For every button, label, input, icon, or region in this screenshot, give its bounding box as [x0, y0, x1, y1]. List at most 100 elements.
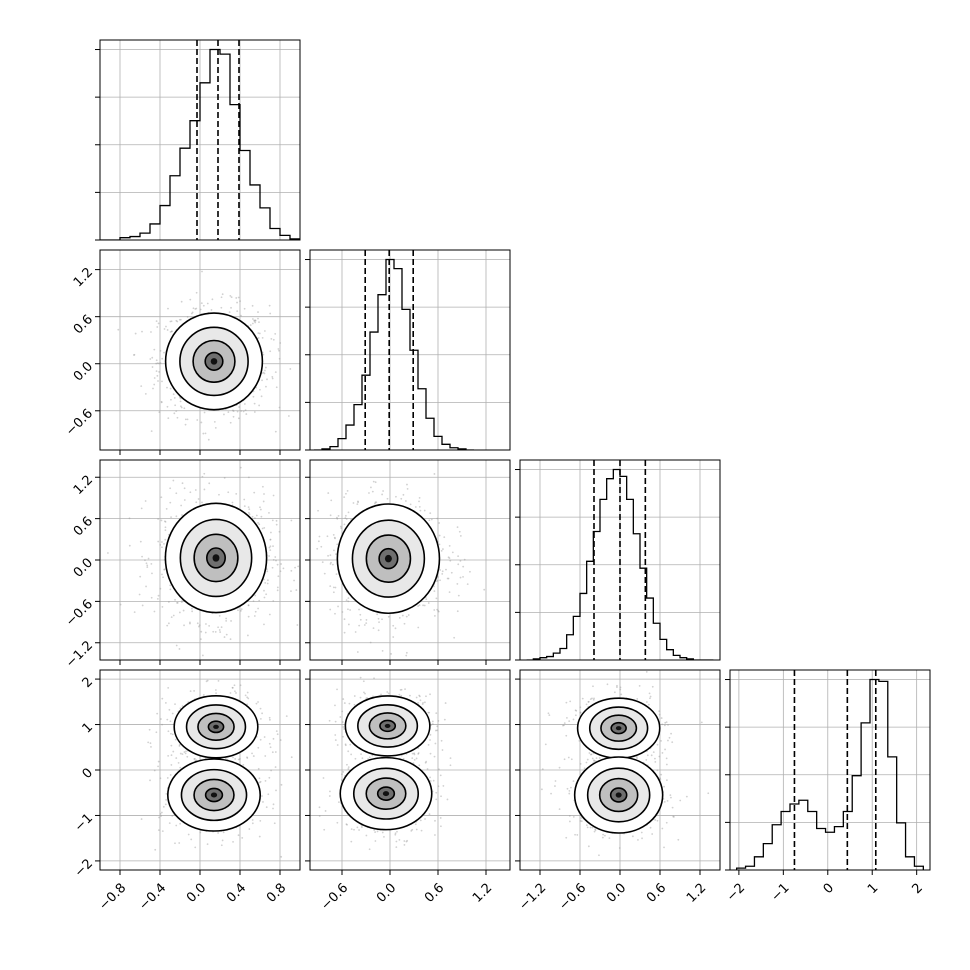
scatter-point: [146, 566, 149, 569]
scatter-point: [184, 418, 187, 421]
scatter-point: [262, 353, 265, 356]
scatter-point: [427, 711, 430, 714]
scatter-point: [179, 822, 182, 825]
scatter-point: [194, 308, 197, 310]
scatter-point: [296, 624, 299, 626]
scatter-point: [170, 616, 173, 619]
scatter-point: [183, 624, 185, 627]
scatter-point: [321, 561, 324, 564]
scatter-point: [376, 830, 379, 833]
scatter-point: [172, 614, 175, 617]
scatter-point: [223, 413, 225, 416]
scatter-point: [144, 500, 147, 502]
scatter-point: [439, 817, 442, 819]
scatter-point: [208, 624, 211, 627]
scatter-point: [550, 792, 552, 795]
scatter-point: [247, 511, 250, 514]
scatter-point: [169, 588, 172, 591]
scatter-point: [381, 649, 384, 652]
scatter-point: [194, 846, 197, 849]
scatter-point: [438, 768, 440, 771]
scatter-point: [265, 385, 267, 388]
scatter-point: [329, 585, 332, 588]
scatter-point: [243, 307, 246, 310]
scatter-point: [269, 549, 272, 552]
scatter-point: [156, 362, 159, 365]
scatter-point: [155, 731, 158, 734]
scatter-point: [414, 823, 417, 826]
scatter-point: [685, 795, 688, 798]
scatter-point: [347, 600, 350, 603]
scatter-point: [222, 831, 225, 834]
scatter-point: [178, 743, 181, 746]
scatter-point: [316, 547, 319, 550]
scatter-point: [225, 619, 228, 622]
scatter-point: [185, 750, 187, 753]
scatter-point: [271, 566, 274, 569]
scatter-point: [261, 795, 263, 797]
scatter-point: [174, 738, 177, 741]
scatter-point: [434, 742, 437, 745]
scatter-point: [146, 564, 149, 567]
scatter-point: [157, 760, 160, 763]
scatter-point: [323, 828, 326, 831]
scatter-point: [433, 755, 436, 758]
scatter-point: [373, 502, 376, 505]
scatter-point: [208, 482, 211, 485]
scatter-point: [160, 718, 162, 720]
scatter-point: [417, 753, 420, 755]
scatter-point: [363, 691, 365, 694]
scatter-point: [251, 515, 254, 518]
scatter-point: [339, 716, 342, 718]
scatter-point: [170, 320, 173, 323]
scatter-point: [148, 728, 151, 731]
scatter-point: [297, 565, 300, 568]
scatter-point: [318, 535, 321, 538]
scatter-point: [371, 490, 374, 493]
scatter-point: [443, 536, 446, 539]
scatter-point: [270, 769, 273, 772]
x-tick-label: −0.4: [136, 881, 169, 914]
scatter-point: [439, 774, 442, 777]
scatter-point: [332, 534, 335, 536]
scatter-point: [173, 412, 176, 415]
scatter-point: [248, 513, 251, 516]
scatter-point: [449, 764, 452, 767]
scatter-point: [147, 741, 150, 744]
scatter-point: [347, 511, 350, 514]
scatter-point: [404, 500, 407, 502]
scatter-panel-2-0: 1.20.60.0−0.6−1.2: [63, 459, 301, 671]
scatter-point: [204, 432, 207, 435]
scatter-point: [430, 518, 433, 521]
scatter-point: [394, 627, 397, 630]
scatter-point: [323, 572, 326, 575]
scatter-point: [369, 641, 372, 644]
scatter-point: [156, 374, 159, 377]
scatter-point: [447, 556, 450, 559]
scatter-point: [195, 307, 198, 310]
scatter-point: [278, 406, 281, 409]
scatter-point: [227, 491, 230, 494]
scatter-point: [249, 324, 252, 326]
scatter-point: [343, 523, 346, 526]
scatter-point: [259, 780, 262, 783]
scatter-point: [435, 597, 438, 600]
scatter-point: [276, 563, 279, 566]
scatter-point: [456, 583, 459, 585]
scatter-point: [591, 826, 594, 829]
scatter-point: [246, 757, 249, 759]
scatter-point: [220, 296, 223, 299]
scatter-point: [200, 421, 203, 424]
scatter-point: [258, 781, 261, 784]
scatter-point: [359, 618, 362, 621]
scatter-point: [382, 490, 384, 492]
scatter-point: [274, 332, 277, 335]
scatter-point: [422, 701, 424, 704]
scatter-point: [171, 733, 174, 736]
scatter-point: [141, 604, 144, 607]
scatter-point: [275, 730, 278, 733]
scatter-point: [392, 624, 395, 627]
scatter-point: [372, 480, 375, 483]
scatter-point: [251, 822, 254, 825]
